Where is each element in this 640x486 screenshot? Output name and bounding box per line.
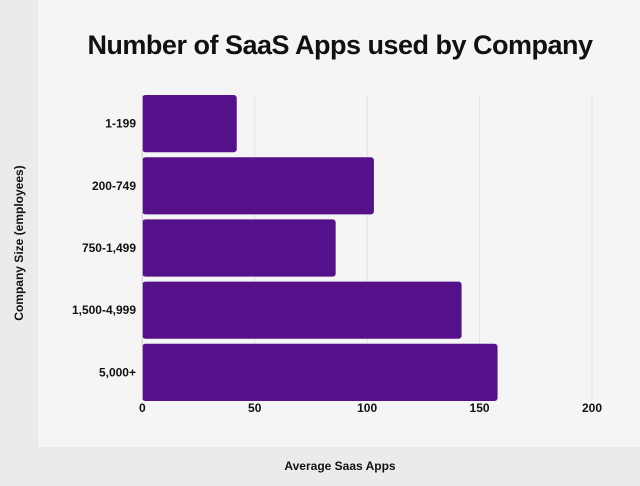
chart-title: Number of SaaS Apps used by Company — [87, 30, 593, 60]
bar-1,500-4,999 — [142, 281, 462, 339]
x-tick-label: 150 — [470, 401, 490, 415]
x-axis-label: Average Saas Apps — [284, 459, 396, 473]
bar-200-749 — [142, 157, 374, 215]
y-tick-label: 5,000+ — [99, 365, 136, 379]
y-tick-label: 200-749 — [92, 179, 136, 193]
y-tick-label: 1,500-4,999 — [72, 303, 136, 317]
y-tick-label: 750-1,499 — [82, 241, 136, 255]
bar-750-1,499 — [142, 219, 336, 277]
y-tick-label: 1-199 — [105, 117, 136, 131]
bottom-band — [0, 447, 640, 486]
bar-1-199 — [142, 95, 237, 153]
bar-5,000+ — [142, 343, 498, 401]
x-tick-label: 50 — [248, 401, 262, 415]
left-band — [0, 0, 38, 486]
x-tick-label: 0 — [139, 401, 146, 415]
x-tick-label: 200 — [582, 401, 602, 415]
x-tick-label: 100 — [357, 401, 377, 415]
